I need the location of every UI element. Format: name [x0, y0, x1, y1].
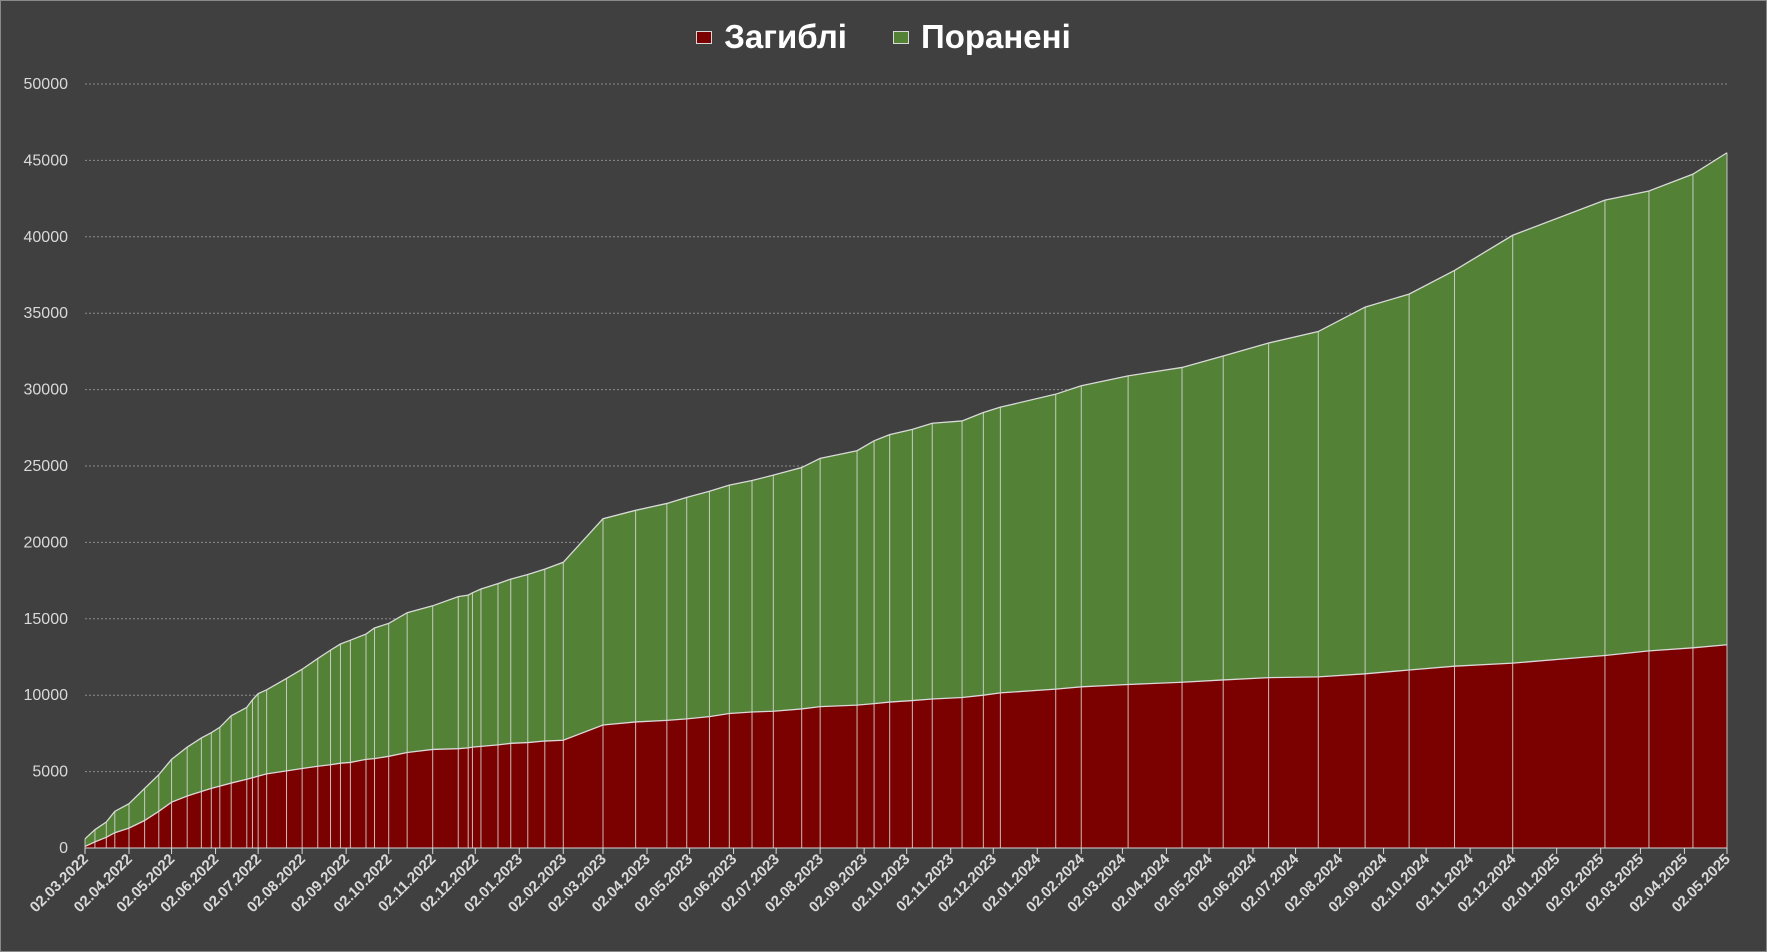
y-tick-label: 20000	[24, 534, 69, 551]
legend-swatch-killed	[696, 30, 713, 44]
area-killed	[85, 644, 1727, 848]
y-tick-label: 40000	[24, 229, 69, 246]
y-tick-label: 10000	[24, 687, 69, 704]
series-line-wounded-top	[84, 152, 1728, 840]
series-line-killed-top	[84, 644, 1728, 848]
area-wounded	[85, 152, 1727, 847]
y-tick-label: 5000	[32, 764, 68, 781]
chart-legend: Загиблі Поранені	[0, 18, 1767, 56]
y-tick-label: 35000	[24, 305, 69, 322]
area-layer	[85, 152, 1727, 848]
y-tick-label: 0	[59, 840, 68, 857]
y-tick-label: 30000	[24, 382, 69, 399]
legend-label-wounded: Поранені	[920, 18, 1071, 55]
y-tick-label: 25000	[24, 458, 69, 475]
y-tick-label: 45000	[24, 152, 69, 169]
y-tick-label: 50000	[24, 76, 69, 93]
legend-label-killed: Загиблі	[724, 18, 847, 55]
divider-layer	[84, 152, 1728, 848]
legend-swatch-wounded	[892, 30, 909, 44]
legend-item-killed: Загиблі	[696, 18, 847, 56]
y-tick-label: 15000	[24, 611, 69, 628]
legend-item-wounded: Поранені	[892, 18, 1071, 56]
